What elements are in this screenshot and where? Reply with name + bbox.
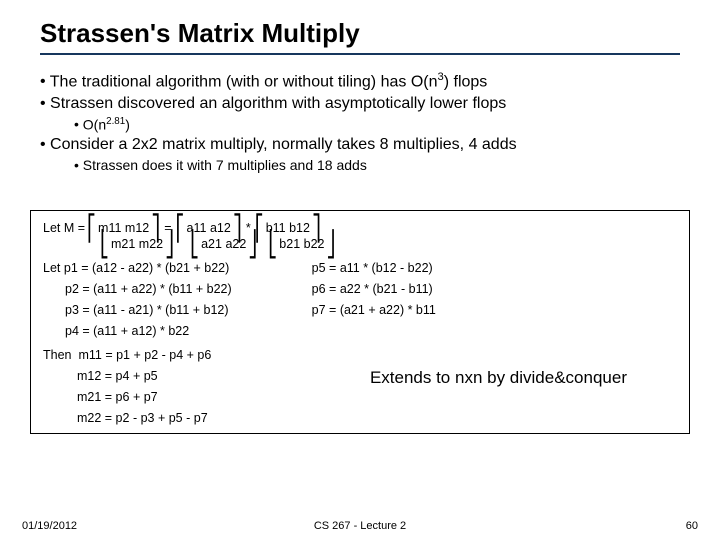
bracket-icon: ⎦ (165, 234, 174, 254)
bracket-icon: ⎡ (87, 218, 96, 238)
bullet-1-post: ) flops (444, 73, 488, 90)
bracket-icon: ⎣ (100, 234, 109, 254)
m11-line: Then m11 = p1 + p2 - p4 + p6 (43, 348, 677, 362)
bullet-2: Strassen discovered an algorithm with as… (40, 93, 690, 115)
bullet-2a: O(n2.81) (74, 115, 690, 135)
p5: p5 = a11 * (b12 - b22) (312, 261, 436, 275)
footer-course: CS 267 - Lecture 2 (314, 520, 406, 532)
let-m-label: Let M = (43, 221, 85, 235)
m-results: Then m11 = p1 + p2 - p4 + p6 m12 = p4 + … (43, 348, 677, 425)
then-label: Then (43, 348, 72, 362)
p1-line: Let p1 = (a12 - a22) * (b21 + b22) (43, 261, 232, 275)
bullet-list: The traditional algorithm (with or witho… (40, 70, 690, 175)
bracket-icon: ⎤ (233, 218, 242, 238)
m21: m21 = p6 + p7 (77, 390, 677, 404)
slide-footer: 01/19/2012 CS 267 - Lecture 2 60 (22, 520, 698, 532)
bracket-icon: ⎣ (190, 234, 199, 254)
bracket-icon: ⎡ (176, 218, 185, 238)
footer-date: 01/19/2012 (22, 520, 77, 532)
bullet-3a: Strassen does it with 7 multiplies and 1… (74, 156, 690, 175)
m11: m11 = p1 + p2 - p4 + p6 (78, 348, 211, 362)
footer-page: 60 (686, 520, 698, 532)
extends-note: Extends to nxn by divide&conquer (370, 368, 627, 388)
bullet-3: Consider a 2x2 matrix multiply, normally… (40, 134, 690, 156)
p2: p2 = (a11 + a22) * (b11 + b22) (65, 282, 232, 296)
p-columns: Let p1 = (a12 - a22) * (b21 + b22) p2 = … (43, 261, 677, 338)
bullet-1-pre: The traditional algorithm (with or witho… (50, 73, 438, 90)
matrix-row-2: ⎣ m21 m22 ⎦ ⎣ a21 a22 ⎦ ⎣ b21 b22 ⎦ (43, 237, 677, 251)
bullet-1: The traditional algorithm (with or witho… (40, 70, 690, 93)
let-p: Let (43, 261, 60, 275)
p6: p6 = a22 * (b21 - b11) (312, 282, 436, 296)
p-right-column: p5 = a11 * (b12 - b22) p6 = a22 * (b21 -… (312, 261, 436, 338)
p-left-column: Let p1 = (a12 - a22) * (b21 + b22) p2 = … (43, 261, 232, 338)
m22: m22 = p2 - p3 + p5 - p7 (77, 411, 677, 425)
bracket-icon: ⎤ (312, 218, 321, 238)
slide-title: Strassen's Matrix Multiply (40, 18, 680, 55)
p7: p7 = (a21 + a22) * b11 (312, 303, 436, 317)
bullet-2a-post: ) (125, 116, 130, 132)
bracket-icon: ⎤ (151, 218, 160, 238)
p3: p3 = (a11 - a21) * (b11 + b12) (65, 303, 232, 317)
bracket-icon: ⎦ (248, 234, 257, 254)
bracket-icon: ⎦ (326, 234, 335, 254)
bracket-icon: ⎣ (268, 234, 277, 254)
bullet-2a-sup: 2.81 (106, 116, 125, 127)
p1: p1 = (a12 - a22) * (b21 + b22) (64, 261, 229, 275)
formula-box: Let M = ⎡ m11 m12 ⎤ = ⎡ a11 a12 ⎤ * ⎡ b1… (30, 210, 690, 434)
matrix-row-1: Let M = ⎡ m11 m12 ⎤ = ⎡ a11 a12 ⎤ * ⎡ b1… (43, 221, 677, 235)
bullet-2a-pre: O(n (83, 116, 106, 132)
p4: p4 = (a11 + a12) * b22 (65, 324, 232, 338)
